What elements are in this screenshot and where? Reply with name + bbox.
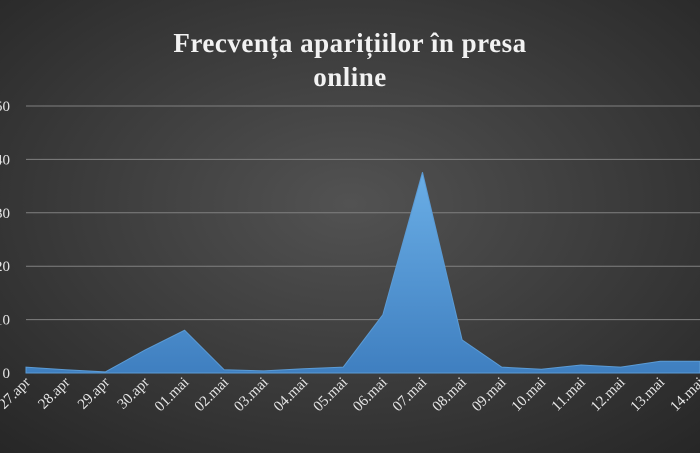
y-tick-label: 0 <box>3 366 11 382</box>
y-tick-label: 10 <box>0 313 10 329</box>
y-tick-label: 20 <box>0 259 10 275</box>
chart-title: Frecvența aparițiilor în presa <box>173 28 526 59</box>
y-tick-label: 30 <box>0 206 10 222</box>
area <box>25 172 700 374</box>
chart-title: online <box>313 62 387 92</box>
y-tick-label: 50 <box>0 99 10 115</box>
y-tick-label: 40 <box>0 152 10 168</box>
